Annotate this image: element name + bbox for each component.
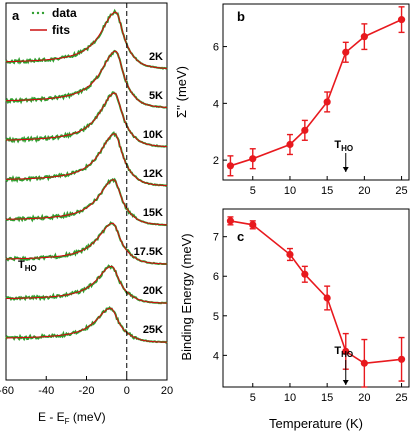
- data-point: [301, 126, 309, 134]
- x-tick-label: 10: [284, 392, 296, 404]
- panel-c-x-ticks: 5 10 15 20 25: [250, 383, 408, 404]
- fit-curve-15K: [6, 179, 167, 226]
- x-tick-label: 15: [321, 185, 333, 197]
- panel-b-y-ticks: 2 4 6: [213, 42, 227, 167]
- panel-a-x-ticks: -60 -40 -20 0 20: [0, 376, 173, 397]
- y-tick-label: 4: [213, 350, 219, 362]
- data-point: [342, 48, 350, 56]
- y-tick-label: 7: [213, 232, 219, 244]
- panel-c-tho-arrowhead: [342, 380, 349, 385]
- x-tick-label: 25: [395, 392, 407, 404]
- panel-b-tho-arrowhead: [342, 167, 349, 172]
- y-tick-label: 4: [213, 98, 219, 110]
- data-point: [360, 359, 368, 367]
- data-point: [249, 155, 257, 163]
- panel-c-x-label: Temperature (K): [269, 416, 363, 431]
- x-tick-label: -20: [79, 385, 95, 397]
- legend-data-marker: [41, 11, 45, 15]
- fit-curve-17.5K: [5, 222, 167, 265]
- legend: data fits: [30, 6, 77, 37]
- y-tick-label: 6: [213, 42, 219, 54]
- y-tick-label: 5: [213, 311, 219, 323]
- panel-c-y-ticks: 4 5 6 7: [213, 232, 227, 362]
- x-tick-label: 25: [395, 185, 407, 197]
- y-tick-label: 2: [213, 155, 219, 167]
- panel-b: b 2 4 6 5 10 15 20 25 Σ'' (meV) THO: [174, 3, 410, 197]
- panel-c-tho-annotation: THO: [334, 345, 353, 385]
- fit-curve-20K: [6, 265, 167, 304]
- legend-data-label: data: [52, 6, 77, 20]
- fit-curve-5K: [6, 50, 168, 109]
- x-tick-label: 20: [161, 385, 173, 397]
- fit-curve-2K: [6, 11, 168, 70]
- curve-label: 15K: [143, 207, 163, 219]
- x-tick-label: 5: [250, 185, 256, 197]
- panel-a-curve-labels: 2K 5K 10K 12K 15K 17.5K 20K 25K: [134, 51, 163, 336]
- data-point: [397, 355, 406, 363]
- panel-b-series: [226, 6, 406, 177]
- data-point: [286, 250, 294, 259]
- panel-c-y-label: Binding Energy (meV): [179, 233, 194, 360]
- curve-label: 17.5K: [134, 246, 163, 258]
- panel-a-x-label: E - EF (meV): [38, 410, 106, 426]
- panel-a-letter: a: [12, 8, 20, 23]
- fit-curve-12K: [6, 133, 167, 187]
- panel-c-frame: [222, 208, 410, 388]
- curve-label: 5K: [149, 90, 163, 102]
- series-line: [230, 220, 402, 365]
- x-tick-label: -40: [38, 385, 54, 397]
- panel-b-frame: [222, 3, 410, 181]
- legend-data-marker: [36, 11, 40, 15]
- x-tick-label: 20: [358, 392, 370, 404]
- panel-c-letter: c: [237, 229, 244, 244]
- fit-curve-10K: [6, 92, 168, 148]
- panel-c-series: [226, 216, 406, 388]
- data-point: [360, 33, 368, 41]
- x-tick-label: 20: [358, 185, 370, 197]
- data-point: [397, 16, 406, 24]
- panel-c: c 4 5 6 7 5 10 15 20 25 Binding Energy (meV) Te…: [179, 208, 410, 431]
- x-tick-label: -60: [0, 385, 14, 397]
- y-tick-label: 6: [213, 271, 219, 283]
- data-point: [342, 347, 350, 355]
- series-line: [230, 18, 402, 167]
- data-point: [323, 294, 331, 302]
- data-point: [226, 217, 235, 225]
- data-point: [323, 98, 331, 106]
- x-tick-label: 10: [284, 185, 296, 197]
- data-point: [286, 140, 294, 149]
- data-point: [301, 270, 309, 278]
- curve-label: 10K: [143, 129, 163, 141]
- panel-b-x-ticks: 5 10 15 20 25: [250, 176, 408, 197]
- curve-label: 20K: [143, 285, 163, 297]
- x-tick-label: 15: [321, 392, 333, 404]
- curve-label: 12K: [143, 168, 163, 180]
- curve-label: 2K: [149, 51, 163, 63]
- legend-fits-label: fits: [52, 23, 70, 37]
- data-point: [249, 221, 257, 229]
- panel-c-tho-label: THO: [334, 345, 353, 359]
- legend-data-marker: [31, 11, 35, 15]
- panel-b-letter: b: [237, 9, 245, 24]
- x-tick-label: 5: [250, 392, 256, 404]
- panel-b-tho-label: THO: [334, 139, 353, 153]
- x-tick-label: 0: [124, 385, 130, 397]
- data-point: [226, 162, 235, 170]
- fit-curve-25K: [6, 307, 167, 343]
- panel-a-curves: [5, 8, 168, 344]
- panel-b-y-label: Σ'' (meV): [174, 66, 189, 118]
- data-curve-2K: [5, 8, 168, 70]
- curve-label: 25K: [143, 324, 163, 336]
- panel-b-tho-annotation: THO: [334, 139, 353, 172]
- panel-a-tho-label: THO: [18, 259, 37, 273]
